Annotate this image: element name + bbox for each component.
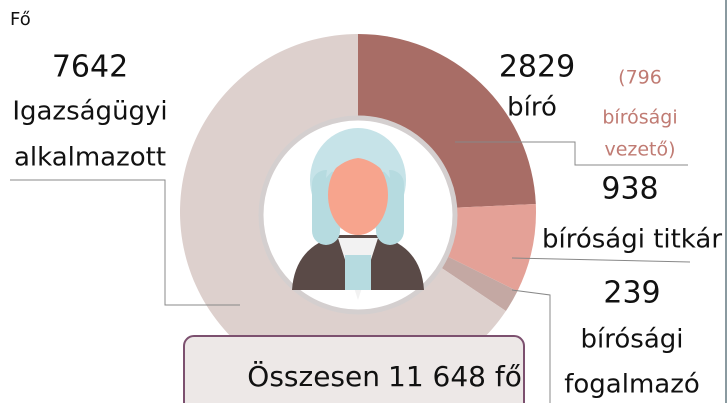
category-label: alkalmazott	[14, 143, 166, 173]
value-label: 239	[603, 276, 660, 311]
total-prefix: Összesen	[247, 359, 380, 393]
note: bírósági	[602, 107, 677, 129]
unit: Fő	[10, 9, 31, 30]
value-label: 938	[601, 172, 658, 207]
category-label: bíró	[507, 93, 557, 123]
category-label: Igazságügyi	[12, 97, 167, 127]
value-label: 2829	[499, 50, 575, 85]
note: vezető)	[604, 139, 675, 161]
value-label: 7642	[52, 50, 128, 85]
category-label: bírósági titkár	[542, 225, 722, 255]
total-value: 11 648 fő	[388, 360, 522, 393]
infographic: Fő Összesen 11 648 fő 2829 bíró 938 bíróság…	[0, 0, 728, 403]
note: (796	[618, 67, 662, 89]
category-label: bírósági	[581, 325, 684, 355]
category-label: fogalmazó	[564, 370, 700, 400]
